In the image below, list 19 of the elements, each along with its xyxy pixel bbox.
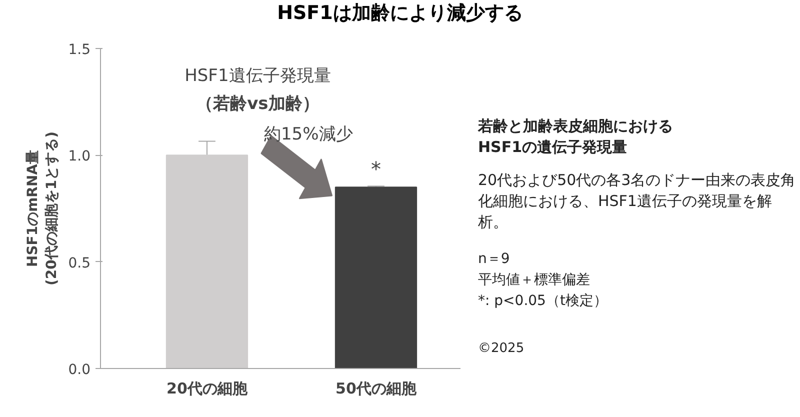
x-tick-label: 20代の細胞 (166, 380, 248, 398)
y-tick-label: 1.0 (68, 148, 90, 165)
text: n＝9 (478, 250, 511, 269)
x-tick-label: 50代の細胞 (336, 380, 418, 398)
text: 若齢と加齢表皮細胞における (478, 116, 674, 137)
annotation: * (370, 156, 381, 181)
text: 平均値＋標準偏差 (478, 271, 591, 290)
y-tick-label: 1.5 (68, 42, 90, 58)
annotation: （若齢vs加齢） (196, 94, 320, 114)
annotation: HSF1遺伝子発現量 (184, 66, 331, 86)
y-tick-label: 0.0 (68, 362, 90, 378)
text: ©2025 (478, 340, 526, 358)
chart-title: HSF1は加齢により減少する (276, 1, 524, 26)
y-axis-title: HSF1のmRNA量 (20代の細胞を1とする) (25, 131, 60, 286)
text: 20代および50代の各3名のドナー由来の表皮角化細胞における、HSF1遺伝子の発現量を解析。 (478, 170, 797, 233)
text: HSF1の遺伝子発現量 (478, 137, 628, 158)
text: *: p<0.05（t検定） (478, 292, 608, 311)
y-tick-label: 0.5 (68, 255, 90, 272)
annotation: 約15%減少 (264, 124, 353, 144)
